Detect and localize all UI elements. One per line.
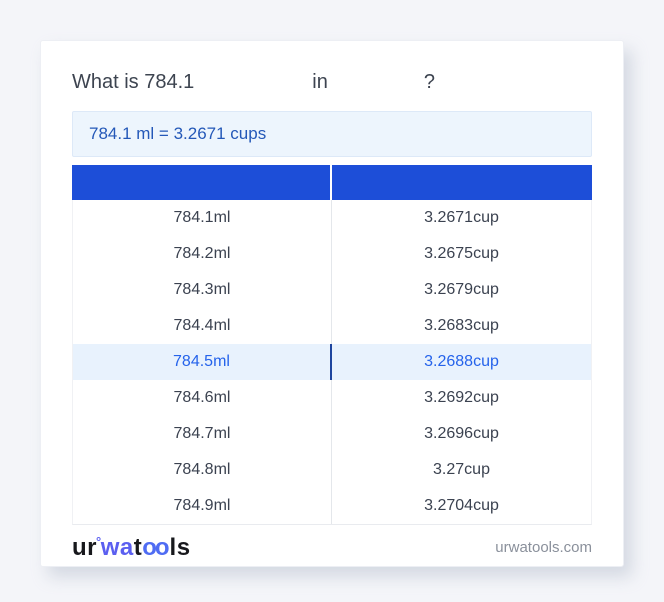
cup-value: 3.2675cup xyxy=(424,245,499,262)
table-row[interactable]: 784.2ml 3.2675cup xyxy=(73,236,591,272)
cup-value: 3.2679cup xyxy=(424,281,499,298)
cup-value: 3.2683cup xyxy=(424,317,499,334)
table-row[interactable]: 784.3ml 3.2679cup xyxy=(73,272,591,308)
cup-value: 3.2688cup xyxy=(424,353,499,370)
ml-value: 784.2ml xyxy=(73,236,332,272)
conversion-result: 784.1 ml = 3.2671 cups xyxy=(72,111,592,157)
cup-value: 3.2704cup xyxy=(424,497,499,514)
logo-part-ls: ls xyxy=(169,533,191,561)
ml-value: 784.8ml xyxy=(73,452,332,488)
logo-part-ur: ur xyxy=(72,533,97,561)
question-mark: ? xyxy=(423,71,435,93)
logo-part-oo: oo xyxy=(142,533,169,561)
table-body: 784.1ml 3.2671cup 784.2ml 3.2675cup 784.3ml 3… xyxy=(72,200,592,525)
ml-value: 784.9ml xyxy=(73,488,332,524)
cup-value: 3.2671cup xyxy=(424,209,499,226)
logo-part-wa: wa xyxy=(100,533,134,561)
ml-value: 784.7ml xyxy=(73,416,332,452)
ml-value: 784.3ml xyxy=(73,272,332,308)
conversion-table: 784.1ml 3.2671cup 784.2ml 3.2675cup 784.3ml 3… xyxy=(72,165,592,525)
site-domain-link[interactable]: urwatools.com xyxy=(495,539,592,556)
ml-value: 784.6ml xyxy=(73,380,332,416)
question-connector: in xyxy=(312,71,328,93)
table-row[interactable]: 784.7ml 3.2696cup xyxy=(73,416,591,452)
ml-value: 784.4ml xyxy=(73,308,332,344)
card-footer: ur ° wa t oo ls urwatools.com xyxy=(72,525,592,568)
logo-part-t: t xyxy=(133,533,143,561)
table-row[interactable]: 784.1ml 3.2671cup xyxy=(73,200,591,236)
table-row[interactable]: 784.9ml 3.2704cup xyxy=(73,488,591,524)
logo-ring-icon: ° xyxy=(96,533,102,549)
table-row[interactable]: 784.8ml 3.27cup xyxy=(73,452,591,488)
conversion-result-text: 784.1 ml = 3.2671 cups xyxy=(89,124,267,143)
urwatools-logo[interactable]: ur ° wa t oo ls xyxy=(72,534,191,562)
question-heading: What is 784.1 in ? xyxy=(72,71,592,99)
question-text: What is 784.1 xyxy=(72,71,195,93)
ml-value: 784.5ml xyxy=(73,344,332,380)
ml-value: 784.1ml xyxy=(73,200,332,236)
table-header-ml xyxy=(72,165,332,200)
table-header-row xyxy=(72,165,592,200)
cup-value: 3.2696cup xyxy=(424,425,499,442)
table-header-cup xyxy=(332,165,592,200)
converter-card: What is 784.1 in ? 784.1 ml = 3.2671 cup… xyxy=(40,40,624,567)
cup-value: 3.27cup xyxy=(433,461,490,478)
cup-value: 3.2692cup xyxy=(424,389,499,406)
table-row[interactable]: 784.5ml 3.2688cup xyxy=(73,344,591,380)
table-row[interactable]: 784.6ml 3.2692cup xyxy=(73,380,591,416)
table-row[interactable]: 784.4ml 3.2683cup xyxy=(73,308,591,344)
